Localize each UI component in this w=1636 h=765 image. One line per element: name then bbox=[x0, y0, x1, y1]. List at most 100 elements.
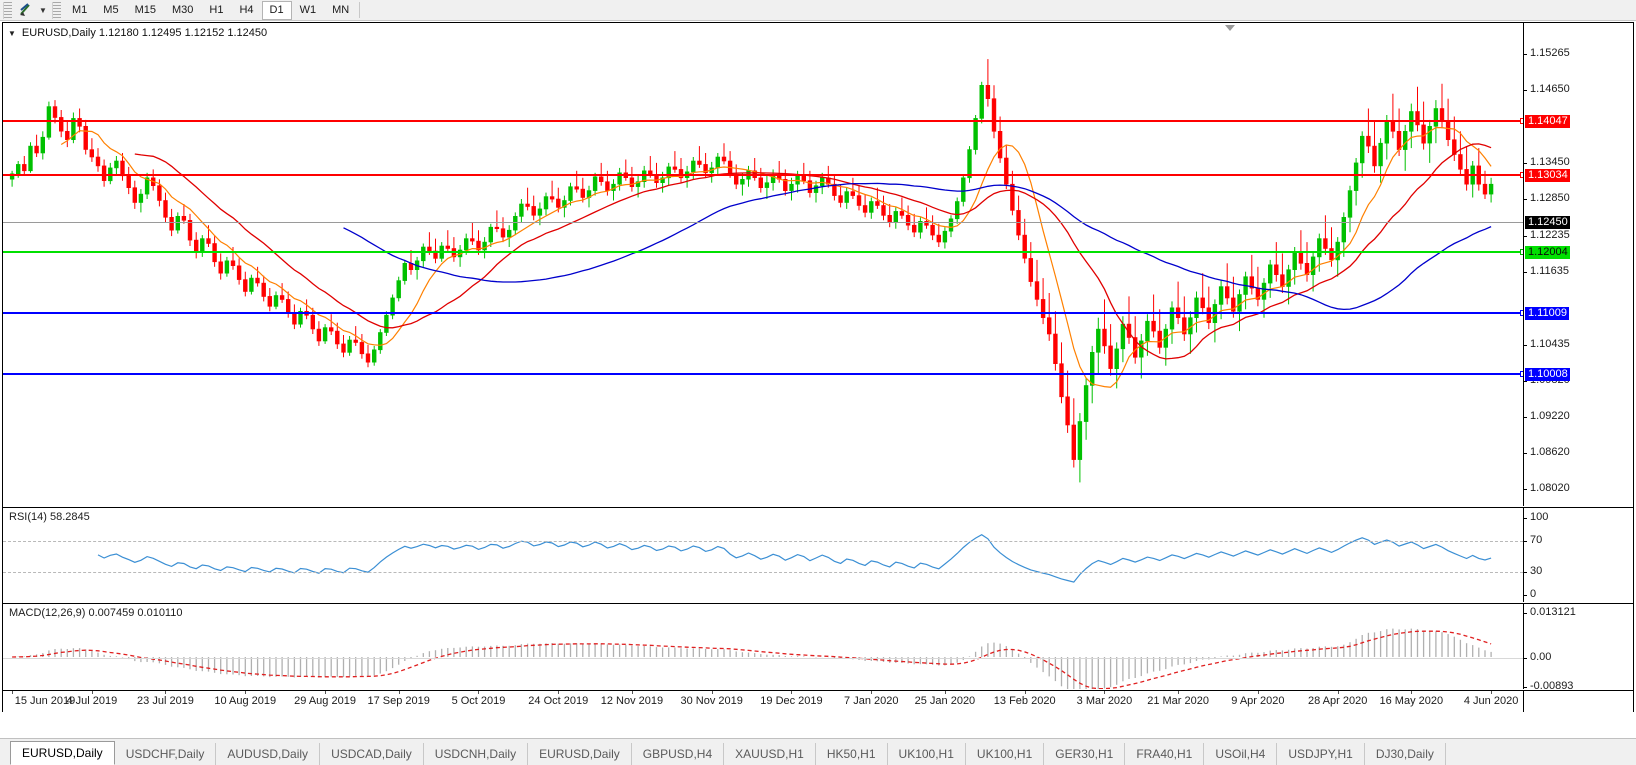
macd-plot[interactable] bbox=[3, 604, 1523, 689]
date-axis[interactable]: 15 Jun 2019 4 Jul 2019 23 Jul 2019 10 Aug 2… bbox=[3, 690, 1633, 712]
price-tick-label: 1.08620 bbox=[1530, 446, 1570, 458]
timeframe-button-h1[interactable]: H1 bbox=[209, 4, 224, 16]
date-axis-label: 4 Jul 2019 bbox=[66, 695, 118, 707]
level-line-1.12004[interactable] bbox=[3, 249, 1523, 255]
price-plot[interactable] bbox=[3, 23, 1523, 506]
toolbar-grip[interactable] bbox=[3, 1, 12, 19]
level-line-1.14047[interactable] bbox=[3, 118, 1523, 124]
level-line-handle[interactable] bbox=[1520, 118, 1523, 124]
chart-tab-usoil-h4[interactable]: USOil,H4 bbox=[1204, 743, 1278, 765]
price-pane[interactable]: ▼ EURUSD,Daily 1.12180 1.12495 1.12152 1… bbox=[3, 23, 1633, 603]
price-level-tag-resistance[interactable]: 1.13034 bbox=[1525, 169, 1570, 182]
date-axis-label: 12 Nov 2019 bbox=[600, 695, 664, 707]
crosshair-cursor-icon[interactable] bbox=[15, 1, 37, 20]
price-tick: 1.14650 bbox=[1523, 83, 1633, 95]
date-tick bbox=[631, 691, 633, 694]
date-axis-label: 15 Jun 2019 bbox=[14, 695, 76, 707]
rsi-tick-label: 30 bbox=[1530, 565, 1543, 577]
rsi-tick-label: 70 bbox=[1530, 534, 1543, 546]
price-tick: 1.13450 bbox=[1523, 156, 1633, 168]
macd-tick-label: 0.00 bbox=[1530, 651, 1552, 663]
quote-text: EURUSD,Daily 1.12180 1.12495 1.12152 1.1… bbox=[21, 27, 268, 39]
date-axis-label: 25 Jan 2020 bbox=[914, 695, 976, 707]
price-tick-label: 1.14650 bbox=[1530, 83, 1570, 95]
timeframe-button-mn[interactable]: MN bbox=[332, 4, 350, 16]
price-tick: 1.10435 bbox=[1523, 338, 1633, 350]
date-tick bbox=[1257, 691, 1259, 694]
price-tick: 1.11635 bbox=[1523, 265, 1633, 277]
price-level-tag-resistance[interactable]: 1.14047 bbox=[1525, 115, 1570, 128]
chart-tab-ger30-h1[interactable]: GER30,H1 bbox=[1044, 743, 1126, 765]
chart-tab-uk100-h1[interactable]: UK100,H1 bbox=[888, 743, 966, 765]
date-tick bbox=[1337, 691, 1339, 694]
timeframe-button-w1[interactable]: W1 bbox=[299, 4, 317, 16]
rsi-label: RSI(14) 58.2845 bbox=[9, 511, 90, 523]
date-tick bbox=[12, 691, 14, 694]
timeframe-button-m15[interactable]: M15 bbox=[134, 4, 156, 16]
price-level-tag-last-price[interactable]: 1.12450 bbox=[1525, 216, 1570, 229]
chart-tab-usdchf-daily[interactable]: USDCHF,Daily bbox=[115, 743, 217, 765]
level-line-handle[interactable] bbox=[1520, 371, 1523, 377]
price-axis[interactable]: 1.15265 1.14650 1.13450 1.12850 1.12235 1.116… bbox=[1523, 23, 1633, 603]
level-line-handle[interactable] bbox=[1520, 172, 1523, 178]
date-axis-corner bbox=[1523, 691, 1633, 712]
timeframe-buttons: M1 M5 M15 M30 H1 H4 D1 W1 MN bbox=[64, 0, 362, 20]
timeframe-button-m30[interactable]: M30 bbox=[171, 4, 194, 16]
date-tick bbox=[871, 691, 873, 694]
macd-histogram-svg bbox=[12, 628, 1492, 689]
price-tick: 1.08620 bbox=[1523, 446, 1633, 458]
macd-pane[interactable]: MACD(12,26,9) 0.007459 0.010110 0.013121… bbox=[3, 603, 1633, 692]
level-line-handle[interactable] bbox=[1520, 310, 1523, 316]
chart-tab-usdjpy-h1[interactable]: USDJPY,H1 bbox=[1277, 743, 1365, 765]
macd-zero-line bbox=[3, 658, 1523, 659]
date-axis-label: 7 Jan 2020 bbox=[844, 695, 899, 707]
rsi-tick: 30 bbox=[1523, 565, 1633, 577]
chart-tab-audusd-daily[interactable]: AUDUSD,Daily bbox=[216, 743, 321, 765]
price-tick-label: 1.12235 bbox=[1530, 229, 1570, 241]
chart-area[interactable]: ▼ EURUSD,Daily 1.12180 1.12495 1.12152 1… bbox=[2, 22, 1634, 712]
timeframe-group-grip[interactable] bbox=[52, 1, 61, 19]
chart-tab-uk100-h1[interactable]: UK100,H1 bbox=[966, 743, 1045, 765]
chart-tab-dj30-daily[interactable]: DJ30,Daily bbox=[1365, 743, 1446, 765]
timeframe-button-m1[interactable]: M1 bbox=[72, 4, 88, 16]
rsi-tick: 100 bbox=[1523, 511, 1633, 523]
timeframe-button-m5[interactable]: M5 bbox=[103, 4, 119, 16]
timeframe-button-d1[interactable]: D1 bbox=[261, 0, 292, 20]
price-level-tag-support[interactable]: 1.10008 bbox=[1525, 368, 1570, 381]
price-tick-label: 1.15265 bbox=[1530, 47, 1570, 59]
level-line-handle[interactable] bbox=[1520, 249, 1523, 255]
chart-tab-gbpusd-h4[interactable]: GBPUSD,H4 bbox=[632, 743, 725, 765]
date-axis-label: 5 Oct 2019 bbox=[451, 695, 506, 707]
date-tick bbox=[791, 691, 793, 694]
chart-tab-usdcnh-daily[interactable]: USDCNH,Daily bbox=[424, 743, 529, 765]
date-axis-label: 29 Aug 2019 bbox=[294, 695, 356, 707]
chart-tab-hk50-h1[interactable]: HK50,H1 bbox=[816, 743, 888, 765]
price-tick-label: 1.10435 bbox=[1530, 338, 1570, 350]
chart-tab-xauusd-h1[interactable]: XAUUSD,H1 bbox=[724, 743, 816, 765]
toolbar-separator bbox=[359, 2, 361, 18]
level-line-1.13034[interactable] bbox=[3, 172, 1523, 178]
date-tick bbox=[91, 691, 93, 694]
chart-tab-usdcad-daily[interactable]: USDCAD,Daily bbox=[320, 743, 424, 765]
level-line-1.10008[interactable] bbox=[3, 371, 1523, 377]
rsi-pane[interactable]: RSI(14) 58.2845 100 70 30 0 bbox=[3, 507, 1633, 602]
pane-collapse-icon[interactable]: ▼ bbox=[8, 28, 16, 38]
date-axis-label: 23 Jul 2019 bbox=[137, 695, 194, 707]
rsi-line-svg bbox=[97, 533, 1492, 583]
object-marker-icon[interactable] bbox=[1225, 25, 1235, 31]
chart-tab-eurusd-daily[interactable]: EURUSD,Daily bbox=[528, 743, 632, 765]
timeframe-button-h4[interactable]: H4 bbox=[239, 4, 254, 16]
rsi-tick: 0 bbox=[1523, 588, 1633, 600]
rsi-plot[interactable] bbox=[3, 508, 1523, 602]
price-level-tag-support[interactable]: 1.11009 bbox=[1525, 307, 1569, 320]
date-tick bbox=[944, 691, 946, 694]
date-tick bbox=[1411, 691, 1413, 694]
chart-tab-fra40-h1[interactable]: FRA40,H1 bbox=[1125, 743, 1205, 765]
chart-tab-eurusd-daily[interactable]: EURUSD,Daily bbox=[10, 741, 115, 765]
toolbar-dropdown-icon[interactable]: ▼ bbox=[39, 5, 47, 15]
date-axis-label: 10 Aug 2019 bbox=[214, 695, 277, 707]
macd-tick: 0.00 bbox=[1523, 651, 1633, 663]
level-line-1.11009[interactable] bbox=[3, 310, 1523, 316]
price-level-tag-support[interactable]: 1.12004 bbox=[1525, 246, 1570, 259]
price-tick: 1.12850 bbox=[1523, 192, 1633, 204]
